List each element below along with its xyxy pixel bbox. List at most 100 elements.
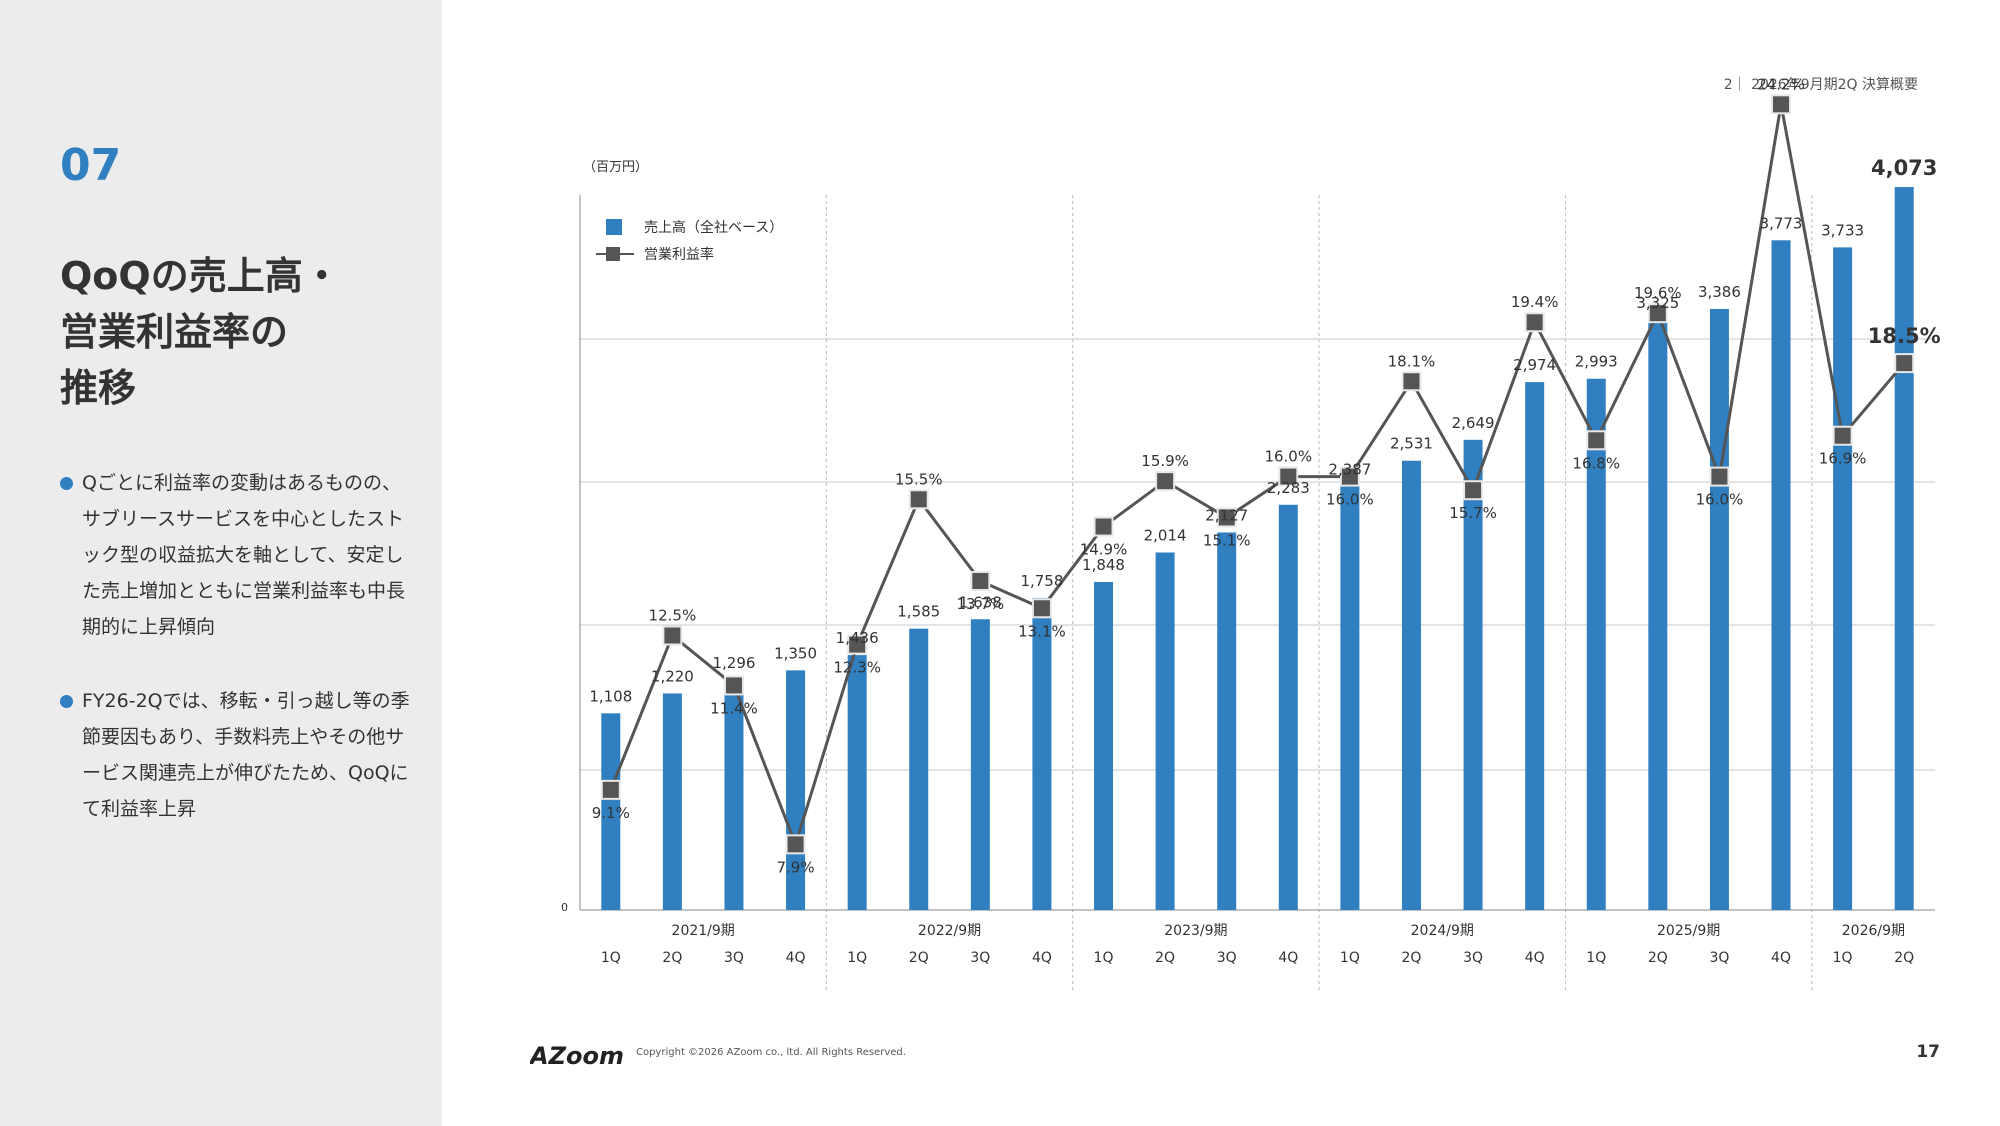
quarter-tick-label: 2Q <box>909 950 929 966</box>
quarter-tick-label: 3Q <box>1709 950 1729 966</box>
margin-marker <box>785 834 806 855</box>
margin-marker <box>1401 371 1422 392</box>
margin-label: 24.2% <box>1757 75 1805 93</box>
year-tick-label: 2021/9期 <box>672 923 735 939</box>
margin-label: 16.8% <box>1572 454 1620 472</box>
quarter-tick-label: 4Q <box>1278 950 1298 966</box>
revenue-label: 2,014 <box>1144 527 1187 545</box>
quarter-tick-label: 1Q <box>1833 950 1853 966</box>
quarter-tick-label: 1Q <box>1340 950 1360 966</box>
revenue-label: 1,638 <box>959 593 1002 611</box>
margin-label: 14.9% <box>1080 541 1128 559</box>
copyright-text: Copyright ©2026 AZoom co., ltd. All Righ… <box>636 1047 906 1058</box>
revenue-label: 1,758 <box>1020 572 1063 590</box>
year-tick-label: 2022/9期 <box>918 923 981 939</box>
revenue-label: 2,649 <box>1452 414 1495 432</box>
revenue-bar <box>1771 240 1791 911</box>
section-number: 07 <box>60 140 122 191</box>
margin-marker <box>1278 466 1299 487</box>
revenue-label: 3,325 <box>1636 294 1679 312</box>
quarter-tick-label: 4Q <box>786 950 806 966</box>
revenue-bar <box>1340 486 1360 910</box>
quarter-tick-label: 3Q <box>1217 950 1237 966</box>
margin-label: 16.9% <box>1819 450 1867 468</box>
quarter-tick-label: 4Q <box>1771 950 1791 966</box>
logo-text: AZoom <box>530 1042 624 1070</box>
margin-marker <box>1155 471 1176 492</box>
quarter-tick-label: 1Q <box>601 950 621 966</box>
margin-label: 19.4% <box>1511 293 1559 311</box>
revenue-bar <box>1155 552 1175 910</box>
revenue-label: 2,283 <box>1267 479 1310 497</box>
quarter-tick-label: 2Q <box>1894 950 1914 966</box>
revenue-bar <box>1833 247 1853 910</box>
revenue-bar <box>1525 382 1545 910</box>
margin-marker <box>1093 516 1114 537</box>
margin-label: 15.1% <box>1203 531 1251 549</box>
margin-label: 16.0% <box>1696 491 1744 509</box>
revenue-label: 3,386 <box>1698 283 1741 301</box>
revenue-label: 1,350 <box>774 644 817 662</box>
revenue-label: 2,531 <box>1390 435 1433 453</box>
margin-label: 7.9% <box>777 858 815 876</box>
margin-marker <box>1771 94 1792 115</box>
revenue-bar <box>1032 597 1052 910</box>
revenue-bar <box>1709 308 1729 910</box>
section-title-line: QoQの売上高・ <box>60 254 341 298</box>
y-zero-label: 0 <box>561 901 568 914</box>
quarter-tick-label: 4Q <box>1032 950 1052 966</box>
quarter-tick-label: 3Q <box>970 950 990 966</box>
revenue-label: 1,296 <box>713 654 756 672</box>
section-title-line: 営業利益率の <box>60 310 289 354</box>
year-tick-label: 2023/9期 <box>1164 923 1227 939</box>
quarter-tick-label: 1Q <box>1094 950 1114 966</box>
revenue-label: 1,436 <box>836 629 879 647</box>
margin-marker <box>600 779 621 800</box>
section-title: QoQの売上高・ 営業利益率の 推移 <box>60 248 420 416</box>
revenue-bar <box>1894 187 1914 911</box>
quarter-tick-label: 2Q <box>1648 950 1668 966</box>
margin-marker <box>1524 312 1545 333</box>
bullet-text: Qごとに利益率の変動はあるものの、サブリースサービスを中心としたストック型の収益… <box>82 472 406 638</box>
margin-label: 12.3% <box>833 659 881 677</box>
revenue-label: 1,220 <box>651 667 694 685</box>
margin-label: 18.5% <box>1868 324 1941 348</box>
margin-label: 15.5% <box>895 470 943 488</box>
margin-label: 11.4% <box>710 699 758 717</box>
revenue-label: 3,773 <box>1760 214 1803 232</box>
year-tick-label: 2026/9期 <box>1842 923 1905 939</box>
margin-label: 9.1% <box>592 804 630 822</box>
margin-label: 18.1% <box>1388 352 1436 370</box>
revenue-bar <box>724 679 744 910</box>
quarter-tick-label: 3Q <box>724 950 744 966</box>
margin-marker <box>1463 480 1484 501</box>
year-tick-label: 2025/9期 <box>1657 923 1720 939</box>
bullet-item: FY26-2Qでは、移転・引っ越し等の季節要因もあり、手数料売上やその他サービス… <box>60 683 410 827</box>
revenue-bar <box>1217 532 1237 910</box>
revenue-bar <box>601 713 621 910</box>
revenue-bar <box>1401 460 1421 910</box>
quarter-tick-label: 3Q <box>1463 950 1483 966</box>
unit-label: （百万円） <box>583 160 648 175</box>
bullet-text: FY26-2Qでは、移転・引っ越し等の季節要因もあり、手数料売上やその他サービス… <box>82 690 410 820</box>
bullet-list: Qごとに利益率の変動はあるものの、サブリースサービスを中心としたストック型の収益… <box>60 465 410 865</box>
bullet-item: Qごとに利益率の変動はあるものの、サブリースサービスを中心としたストック型の収益… <box>60 465 410 645</box>
margin-marker <box>1894 353 1915 374</box>
quarter-tick-label: 2Q <box>662 950 682 966</box>
margin-label: 13.7% <box>957 595 1005 613</box>
margin-label: 15.9% <box>1141 452 1189 470</box>
margin-marker <box>1832 425 1853 446</box>
legend-bar-label: 売上高（全社ベース） <box>644 219 783 236</box>
legend-line-label: 営業利益率 <box>644 246 714 263</box>
margin-marker <box>1647 303 1668 324</box>
revenue-bar <box>1463 439 1483 910</box>
margin-marker <box>723 675 744 696</box>
quarter-tick-label: 2Q <box>1402 950 1422 966</box>
margin-marker <box>1339 466 1360 487</box>
margin-marker <box>847 634 868 655</box>
revenue-bar <box>1648 319 1668 910</box>
margin-label: 12.5% <box>649 607 697 625</box>
legend-bar-swatch <box>606 219 622 235</box>
quarter-tick-label: 4Q <box>1525 950 1545 966</box>
